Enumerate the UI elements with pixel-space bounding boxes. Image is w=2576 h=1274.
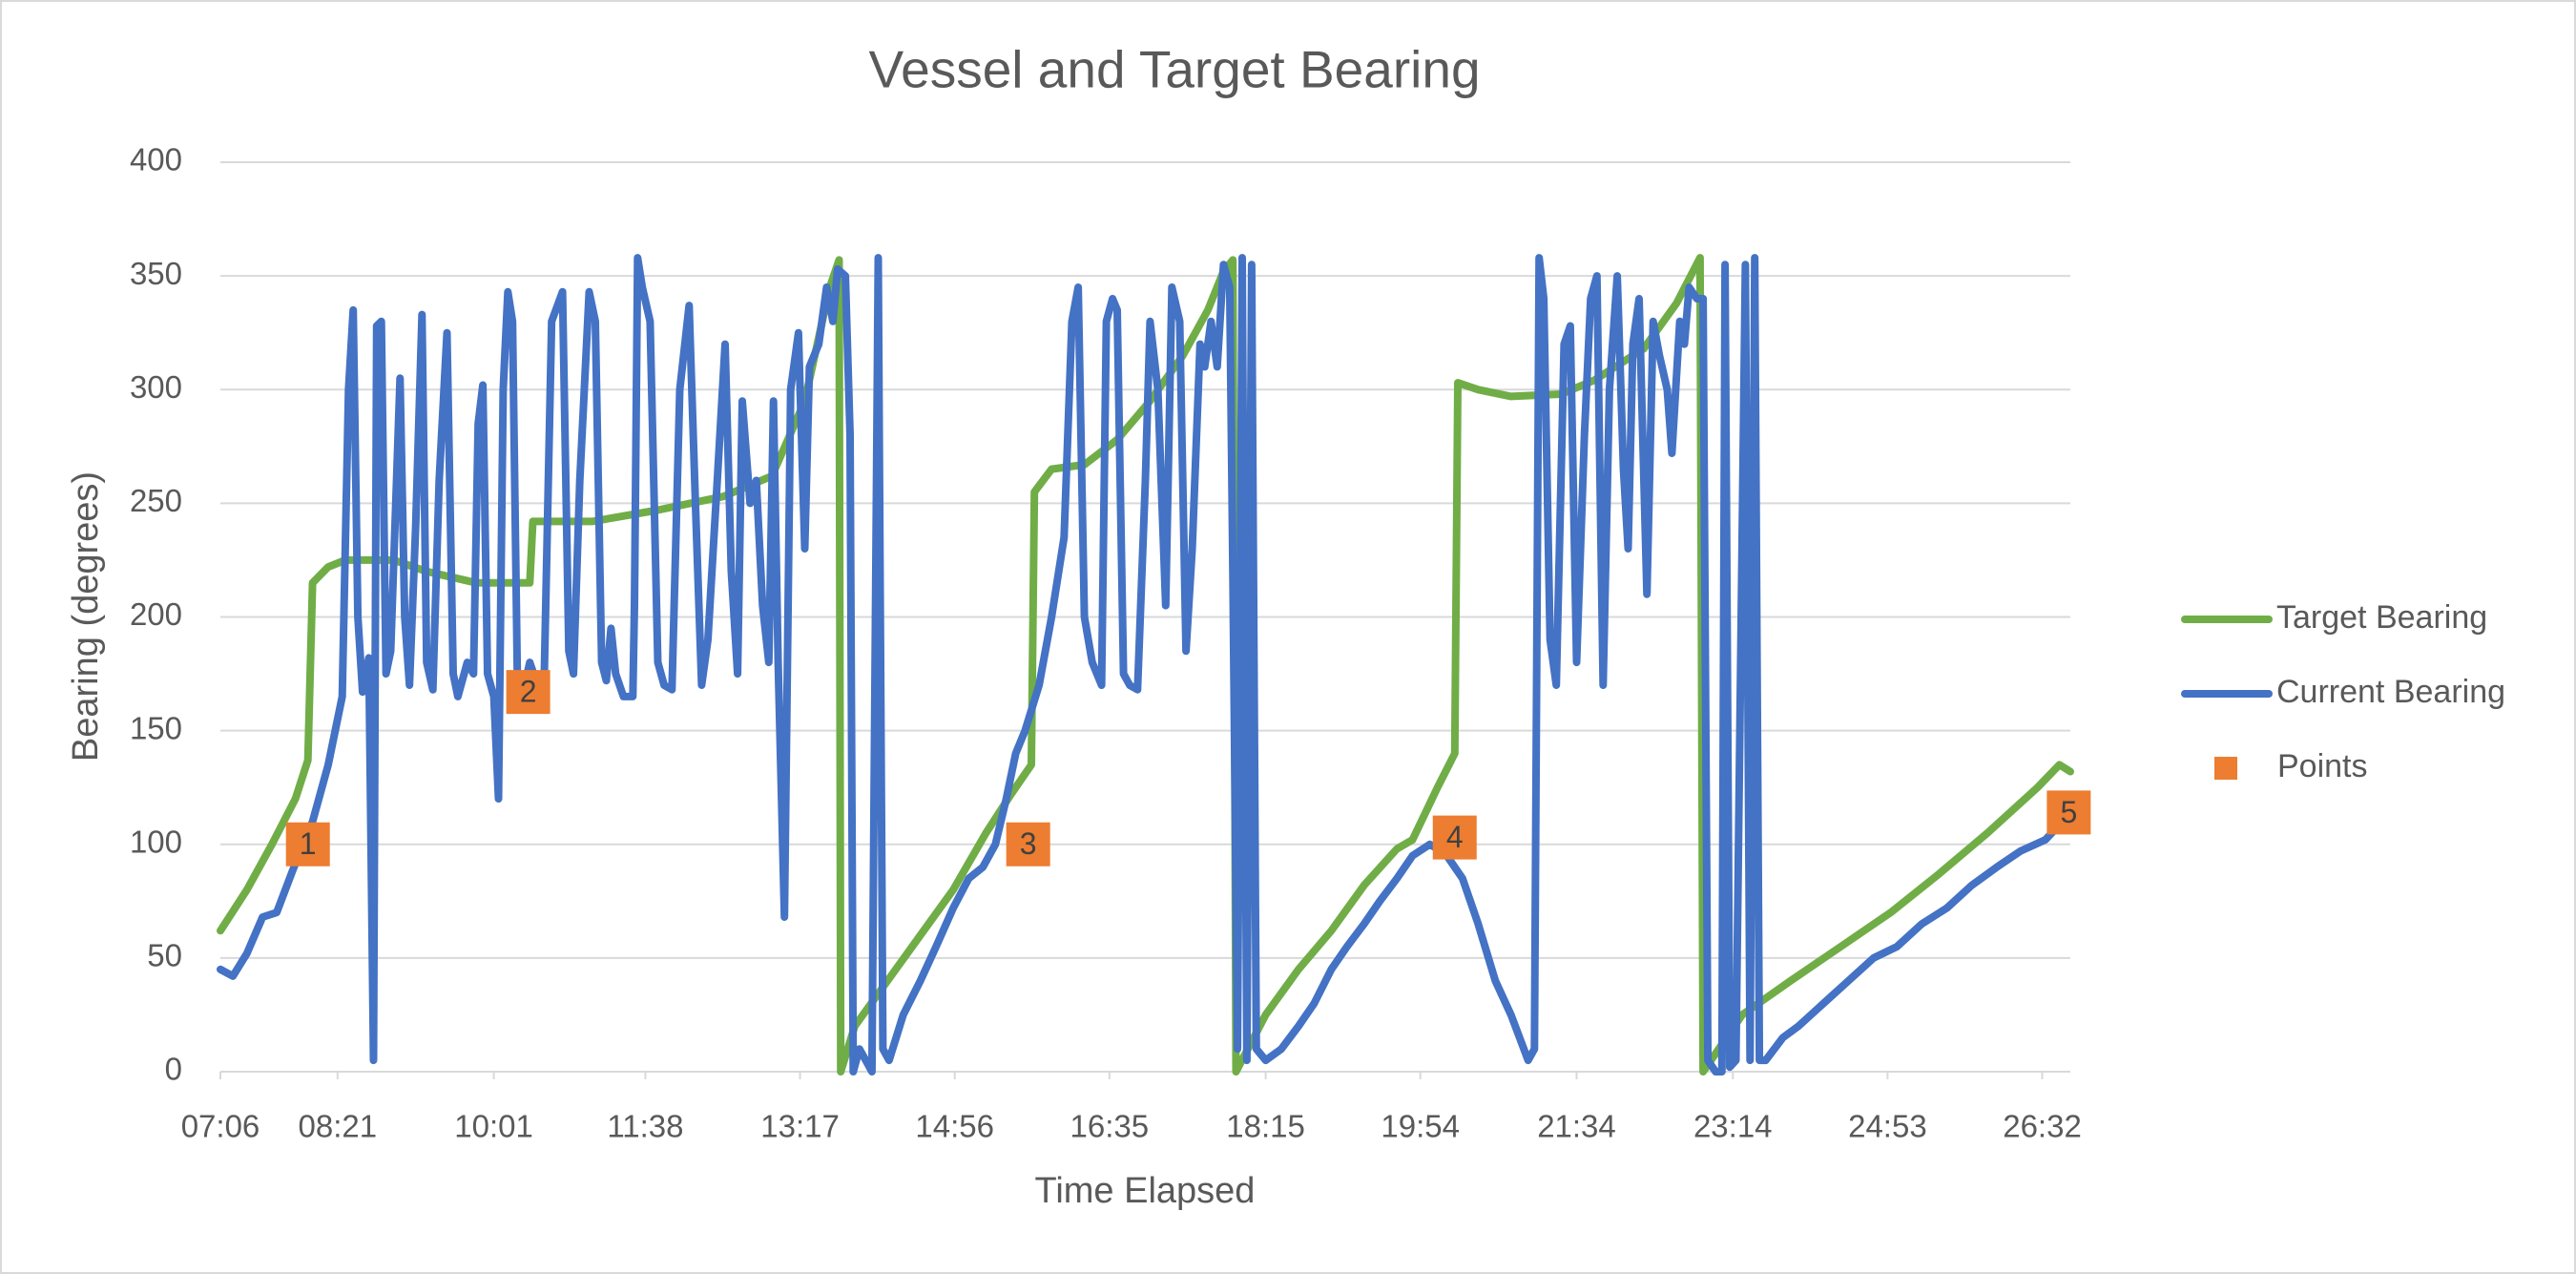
point-marker [1432, 815, 1477, 860]
x-tick-label: 14:56 [915, 1109, 994, 1144]
y-tick-label: 300 [130, 369, 182, 405]
x-tick-label: 23:14 [1693, 1109, 1773, 1144]
point-marker [506, 670, 551, 715]
legend-label: Points [2277, 748, 2368, 784]
series-line [217, 254, 2067, 1076]
legend-label: Target Bearing [2276, 599, 2487, 636]
x-tick-label: 10:01 [454, 1109, 533, 1144]
x-axis-title: Time Elapsed [1035, 1171, 1256, 1211]
x-tick-label: 11:38 [607, 1109, 683, 1144]
y-tick-label: 0 [165, 1052, 182, 1087]
x-tick-label: 16:35 [1070, 1109, 1150, 1144]
point-marker [1006, 822, 1050, 867]
x-tick-label: 24:53 [1848, 1109, 1927, 1144]
x-tick-label: 18:15 [1226, 1109, 1305, 1144]
x-tick-label: 19:54 [1381, 1109, 1460, 1144]
x-tick-label: 26:32 [2003, 1109, 2082, 1144]
y-tick-label: 50 [147, 938, 182, 973]
y-tick-label: 350 [130, 256, 182, 291]
point-label: 1 [300, 826, 317, 861]
point-marker [285, 822, 330, 867]
chart-title: Vessel and Target Bearing [868, 40, 1480, 99]
x-tick-label: 21:34 [1537, 1109, 1616, 1144]
y-tick-label: 250 [130, 483, 182, 518]
y-tick-label: 150 [130, 710, 182, 745]
legend-swatch [2214, 757, 2237, 780]
point-label: 2 [520, 675, 537, 709]
legend-label: Current Bearing [2276, 674, 2505, 710]
y-tick-label: 400 [130, 142, 182, 178]
point-marker [2046, 790, 2091, 835]
y-axis-title: Bearing (degrees) [66, 471, 106, 762]
x-tick-label: 08:21 [299, 1109, 378, 1144]
x-tick-label: 13:17 [760, 1109, 840, 1144]
point-label: 5 [2060, 795, 2077, 829]
y-tick-label: 100 [130, 824, 182, 859]
point-label: 4 [1446, 820, 1464, 854]
x-tick-label: 07:06 [181, 1109, 260, 1144]
point-label: 3 [1020, 826, 1037, 861]
y-tick-label: 200 [130, 596, 182, 632]
